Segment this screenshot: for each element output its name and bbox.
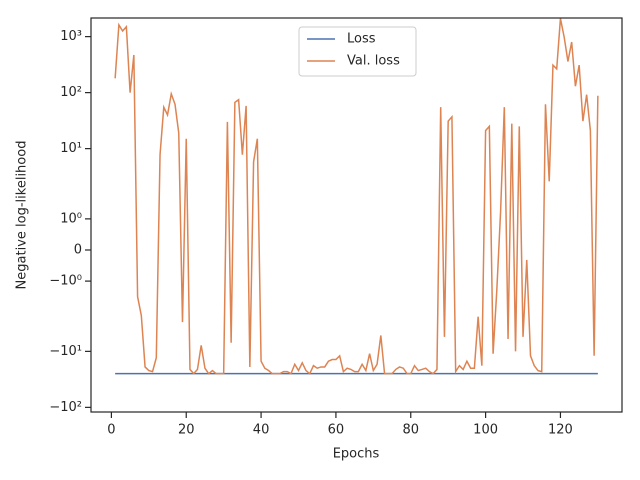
y-tick-label: −10²	[49, 400, 82, 415]
y-axis-label: Negative log-likelihood	[15, 141, 30, 290]
x-tick-label: 20	[178, 423, 195, 438]
x-tick-label: 80	[402, 423, 419, 438]
legend-label: Val. loss	[347, 54, 400, 69]
series-line	[114, 18, 599, 375]
y-tick-label: 10¹	[60, 141, 82, 156]
x-tick-label: 0	[107, 423, 115, 438]
x-tick-label: 120	[548, 423, 573, 438]
y-tick-label: −10⁰	[49, 274, 82, 289]
legend-label: Loss	[347, 32, 376, 47]
y-tick-label: 10³	[60, 29, 82, 44]
y-tick-label: −10¹	[49, 344, 82, 359]
y-tick-label: 10²	[60, 85, 82, 100]
y-tick-label: 10⁰	[60, 211, 82, 226]
x-tick-label: 60	[328, 423, 345, 438]
plot-frame	[90, 17, 623, 413]
x-tick-label: 40	[253, 423, 270, 438]
x-axis-label: Epochs	[333, 447, 380, 462]
x-tick-label: 100	[473, 423, 498, 438]
y-tick-label: 0	[74, 242, 82, 257]
